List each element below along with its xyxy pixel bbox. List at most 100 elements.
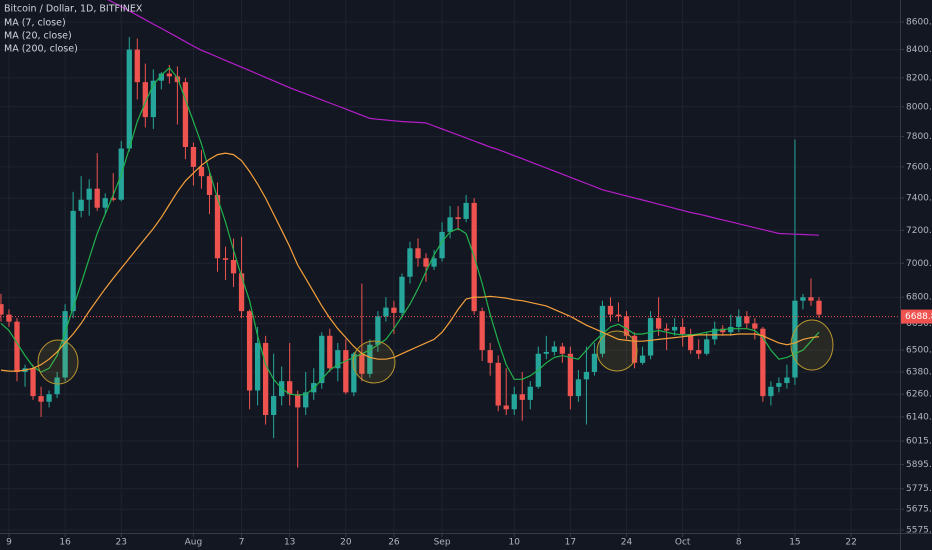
candle-body — [70, 210, 76, 312]
candle-body — [230, 259, 237, 274]
candle-body — [447, 217, 453, 232]
x-tick-label: Oct — [675, 538, 691, 548]
candle-body — [615, 314, 622, 317]
candle-body — [760, 328, 766, 397]
x-tick-label: 10 — [509, 538, 521, 548]
x-tick-label: 9 — [6, 538, 12, 548]
x-tick-label: 20 — [340, 538, 352, 548]
plot-area — [0, 0, 900, 468]
candle-body — [704, 339, 710, 354]
candle-body — [527, 386, 533, 400]
candle-body — [696, 350, 702, 354]
candle-body — [776, 383, 782, 387]
candle-body — [712, 328, 718, 340]
candle-body — [319, 335, 325, 384]
candle-body — [391, 307, 397, 313]
candle-body — [736, 316, 742, 327]
candle-body — [78, 199, 84, 211]
candle-body — [455, 217, 461, 219]
candle-body — [559, 346, 566, 354]
y-tick-label: 6015.0 — [906, 437, 932, 447]
chart-title: Bitcoin / Dollar, 1D, BITFINEX — [4, 4, 143, 15]
y-tick-label: 7800.0 — [906, 132, 932, 142]
candle-body — [238, 273, 245, 312]
y-tick-label: 8000.0 — [906, 102, 932, 112]
y-tick-label: 5895.0 — [906, 460, 932, 470]
x-tick-label: 26 — [388, 538, 400, 548]
candle-body — [415, 248, 421, 259]
candle-body — [680, 326, 686, 335]
candle-body — [399, 276, 405, 313]
candle-body — [375, 316, 381, 345]
candle-body — [254, 342, 261, 391]
y-tick-label: 5675.0 — [906, 505, 932, 515]
y-tick-label: 5575.0 — [906, 526, 932, 536]
candle-body — [543, 351, 549, 354]
candle-body — [262, 342, 269, 416]
candle-body — [94, 188, 100, 208]
x-tick-label: Aug — [185, 538, 203, 548]
candle-body — [631, 335, 638, 363]
x-tick-label: 23 — [116, 538, 127, 548]
candle-body — [126, 49, 132, 149]
candle-body — [246, 311, 253, 391]
candle-body — [463, 202, 469, 219]
candle-body — [623, 316, 630, 336]
candle-body — [102, 198, 108, 208]
candle-body — [607, 305, 614, 315]
candle-body — [359, 353, 365, 374]
ma-line — [0, 67, 820, 396]
candle-body — [655, 318, 662, 329]
candle-body — [110, 198, 116, 200]
candle-body — [720, 328, 726, 333]
candle-body — [351, 353, 357, 393]
candle-body — [792, 300, 798, 378]
candle-body — [327, 335, 333, 369]
candle-body — [6, 314, 12, 322]
candle-body — [270, 396, 277, 416]
y-tick-label: 6650.0 — [906, 319, 932, 329]
last-price-box — [901, 309, 932, 324]
candle-body — [206, 176, 213, 195]
ma-line — [107, 0, 820, 236]
candle-body — [158, 73, 165, 81]
candle-body — [671, 326, 678, 331]
candle-body — [166, 73, 173, 77]
candle-body — [335, 350, 341, 369]
candle-body — [519, 394, 525, 400]
candle-body — [383, 307, 389, 317]
candle-body — [222, 258, 229, 260]
x-tick-label: 16 — [59, 538, 71, 548]
y-tick-label: 8400.0 — [906, 45, 932, 55]
candle-body — [551, 346, 557, 352]
y-tick-label: 7400.0 — [906, 194, 932, 204]
candle-body — [367, 344, 373, 374]
candle-body — [62, 311, 68, 378]
ma-line — [0, 152, 820, 372]
candle-body — [688, 334, 694, 351]
candle-body — [190, 147, 197, 167]
candle-body — [0, 304, 4, 315]
x-tick-label: 24 — [621, 538, 633, 548]
candle-body — [431, 258, 437, 267]
candle-body — [591, 353, 598, 372]
x-tick-label: 15 — [789, 538, 800, 548]
candle-body — [784, 377, 790, 384]
candle-body — [30, 368, 36, 397]
x-tick-label: 7 — [239, 538, 245, 548]
candle-body — [511, 394, 517, 410]
axes: 8600.0 8400.0 8200.0 8000.0 7800.0 7600.0 7400… — [6, 18, 932, 548]
candle-body — [150, 80, 156, 118]
candle-body — [182, 82, 189, 148]
candle-body — [752, 323, 758, 329]
candle-body — [663, 328, 670, 331]
candle-body — [343, 350, 349, 393]
candle-body — [439, 231, 445, 259]
candle-body — [583, 371, 590, 380]
y-tick-label: 5775.0 — [906, 484, 932, 494]
candle-body — [816, 300, 822, 315]
x-tick-label: Sep — [434, 538, 451, 548]
candle-body — [134, 49, 140, 83]
